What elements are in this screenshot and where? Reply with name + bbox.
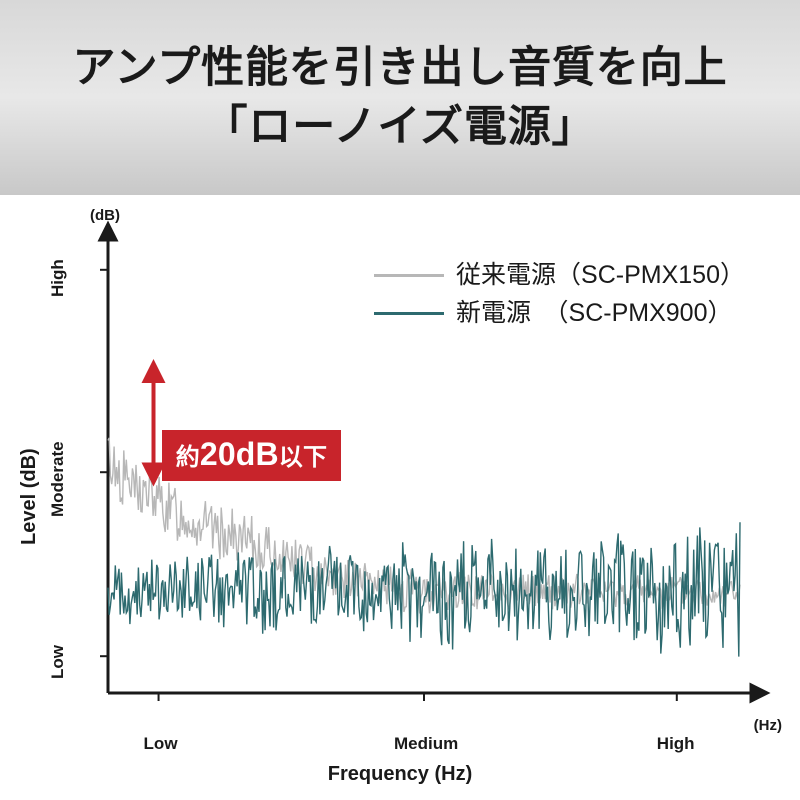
x-axis-unit: (Hz) [754,717,782,734]
y-tick: High [48,259,68,297]
badge-value: 20dB [200,436,279,472]
y-tick: Low [48,645,68,679]
legend-label: 新電源 （SC-PMX900） [456,295,732,333]
badge-prefix: 約 [176,444,200,471]
legend-swatch [374,312,444,315]
header-title: アンプ性能を引き出し音質を向上 「ローノイズ電源」 [73,39,728,155]
x-tick: Medium [394,734,458,754]
x-tick: Low [144,734,178,754]
noise-chart: (dB) (Hz) Level (dB) Frequency (Hz) Low M… [0,195,800,800]
title-line-2: 「ローノイズ電源」 [205,103,596,151]
legend-swatch [374,274,444,277]
y-tick: Moderate [48,441,68,517]
y-axis-label: Level (dB) [18,448,41,545]
y-axis-unit: (dB) [90,207,120,224]
title-line-1: アンプ性能を引き出し音質を向上 [73,44,728,92]
legend: 従来電源（SC-PMX150）新電源 （SC-PMX900） [374,257,745,332]
x-axis-label: Frequency (Hz) [328,763,472,786]
x-tick: High [657,734,695,754]
legend-row: 新電源 （SC-PMX900） [374,295,745,333]
header-banner: アンプ性能を引き出し音質を向上 「ローノイズ電源」 [0,0,800,195]
reduction-badge: 約20dB以下 [162,430,341,481]
legend-row: 従来電源（SC-PMX150） [374,257,745,295]
badge-suffix: 以下 [279,444,327,471]
legend-label: 従来電源（SC-PMX150） [456,257,745,295]
